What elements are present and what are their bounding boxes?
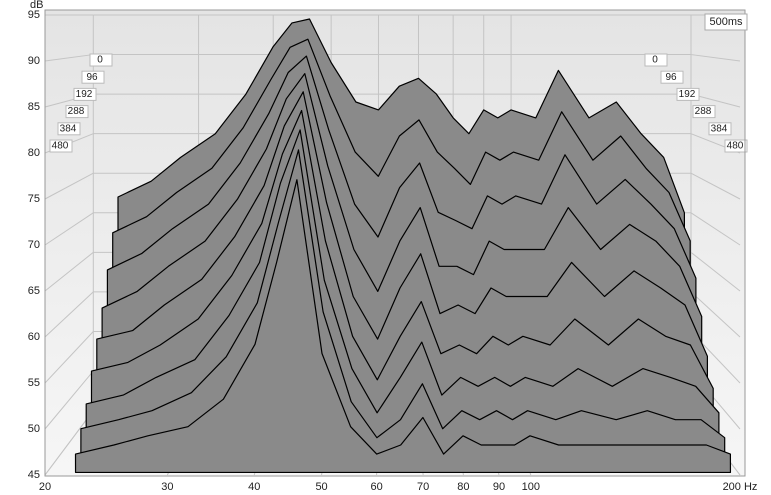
time-tick-box [49, 139, 73, 153]
y-tick-label: 55 [28, 377, 40, 389]
time-tick-label: 384 [60, 123, 77, 134]
y-tick-label: 45 [28, 469, 40, 481]
grid-line [44, 212, 94, 246]
time-label-box [704, 13, 748, 31]
y-tick-label: 80 [28, 147, 40, 159]
y-tick-label: 65 [28, 285, 40, 297]
x-tick-label: 20 [39, 481, 51, 493]
grid-line [690, 212, 741, 246]
slice [74, 179, 732, 474]
x-tick-label: 60 [370, 481, 382, 493]
time-tick-label: 384 [711, 123, 728, 134]
time-label: 500ms [709, 16, 743, 28]
labels: 45 50 55 60 65 70 75 80 85 90 95 20 30 40 50 60 70 80 90 10… [28, 9, 758, 493]
slices [74, 18, 732, 474]
x-tick-label: 30 [161, 481, 173, 493]
time-tick-box [65, 105, 89, 119]
time-tick-label: 192 [679, 89, 696, 100]
x-tick-label: 80 [457, 481, 469, 493]
plot-frame [44, 9, 746, 477]
x-tick-label: 70 [417, 481, 429, 493]
grid-line [690, 54, 741, 62]
y-tick-label: 75 [28, 193, 40, 205]
grid-line [690, 291, 741, 338]
x-tick-label: 90 [493, 481, 505, 493]
x-tick-label: 40 [248, 481, 260, 493]
y-tick-label: 85 [28, 101, 40, 113]
y-tick-label: 70 [28, 239, 40, 251]
time-tick-label: 0 [652, 55, 658, 66]
grid-line [44, 251, 94, 292]
time-tick-label: 480 [52, 141, 69, 152]
grid-line [44, 370, 94, 430]
y-tick-label: 90 [28, 55, 40, 67]
time-tick-box [644, 53, 668, 67]
grid-line [690, 251, 741, 292]
x-tick-label: 200 Hz [723, 481, 758, 493]
time-tick-label: 288 [68, 106, 85, 117]
grid-line [44, 54, 94, 62]
time-tick-box [81, 70, 105, 84]
time-tick-box [724, 139, 748, 153]
y-tick-label: 95 [28, 9, 40, 21]
grid-line [44, 410, 94, 476]
time-tick-box [660, 70, 684, 84]
y-axis-label: dB [30, 0, 43, 11]
time-tick-label: 480 [727, 141, 744, 152]
time-tick-box [692, 105, 716, 119]
y-tick-label: 50 [28, 423, 40, 435]
x-tick-label: 50 [315, 481, 327, 493]
grid-line [44, 172, 94, 200]
time-tick-box [57, 122, 81, 136]
grid-line [690, 172, 741, 200]
time-tick-label: 288 [695, 106, 712, 117]
time-tick-label: 0 [97, 55, 103, 66]
x-tick-label: 100 [522, 481, 540, 493]
time-tick-box [73, 87, 97, 101]
time-tick-label: 192 [76, 89, 93, 100]
time-tick-box [676, 87, 700, 101]
time-tick-label: 96 [86, 72, 98, 83]
grid-line [44, 291, 94, 338]
time-tick-box [708, 122, 732, 136]
time-tick-label: 96 [665, 72, 677, 83]
time-tick-box [89, 53, 113, 67]
y-tick-label: 60 [28, 331, 40, 343]
grid-line [44, 331, 94, 384]
